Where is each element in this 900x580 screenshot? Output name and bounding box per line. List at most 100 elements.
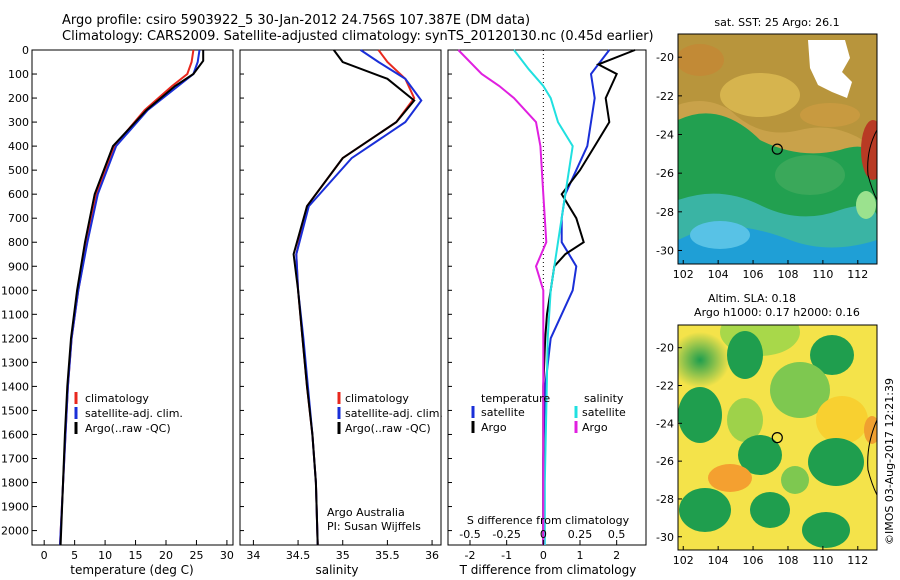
sla-map-title-line2: Argo h1000: 0.17 h2000: 0.16 bbox=[694, 306, 860, 319]
legend-label-climatology: climatology bbox=[345, 392, 409, 405]
legend-label-satellite: satellite-adj. clim. bbox=[85, 407, 183, 420]
legend-heading-salinity: salinity bbox=[584, 392, 624, 405]
series-line-argo-raw-qc- bbox=[292, 49, 416, 546]
x-tick-label: -1 bbox=[501, 549, 512, 562]
y-tick-label: 1100 bbox=[1, 308, 29, 321]
temperature-plot-frame bbox=[31, 49, 234, 546]
x-tick-label: 35 bbox=[336, 549, 350, 562]
sla-map-lat-ticks: -20 -22 -24 -26 -28 -30 bbox=[656, 342, 682, 544]
series-line-argo-raw-qc- bbox=[59, 50, 205, 546]
lon-tick-label: 106 bbox=[743, 268, 764, 281]
y-tick-label: 800 bbox=[8, 236, 29, 249]
y-tick-label: 200 bbox=[8, 92, 29, 105]
y-tick-label: 400 bbox=[8, 140, 29, 153]
x-tick-label: 20 bbox=[159, 549, 173, 562]
salinity-legend: climatology satellite-adj. clim. Argo(..… bbox=[337, 392, 443, 435]
legend-label-argo: Argo(..raw -QC) bbox=[345, 422, 431, 435]
x-tick-label: 10 bbox=[98, 549, 112, 562]
difference-panel: -2 -1 0 1 2 -0.5 -0.25 0 0.25 0.5 S difference f… bbox=[447, 49, 647, 577]
x-tick-label: 25 bbox=[189, 549, 203, 562]
y-tick-label: 100 bbox=[8, 68, 29, 81]
lat-tick-label: -26 bbox=[656, 167, 674, 180]
y-tick-label: 500 bbox=[8, 164, 29, 177]
s-difference-ticks: -0.5 -0.25 0 0.25 0.5 bbox=[459, 528, 625, 541]
x-tick-label: 0 bbox=[540, 549, 547, 562]
figure-title-line1: Argo profile: csiro 5903922_5 30-Jan-201… bbox=[62, 13, 531, 28]
x-tick-label: 34.5 bbox=[286, 549, 311, 562]
lon-tick-label: 104 bbox=[708, 554, 729, 567]
x-tick-label: 15 bbox=[129, 549, 143, 562]
salinity-x-axis-label: salinity bbox=[315, 563, 358, 577]
sla-argo-location-marker bbox=[771, 432, 783, 444]
imos-timestamp: ©IMOS 03-Aug-2017 12:21:39 bbox=[883, 378, 896, 545]
x-tick-label: 35.5 bbox=[375, 549, 400, 562]
lon-tick-label: 112 bbox=[847, 268, 868, 281]
t-difference-x-ticks: -2 -1 0 1 2 bbox=[448, 49, 620, 562]
lon-tick-label: 102 bbox=[673, 554, 694, 567]
y-tick-label: 2000 bbox=[1, 525, 29, 538]
legend-label-t-argo: Argo bbox=[481, 421, 507, 434]
sla-map: Altim. SLA: 0.18 Argo h1000: 0.17 h2000:… bbox=[656, 292, 878, 567]
s-tick-label: -0.25 bbox=[492, 528, 520, 541]
figure-title-line2: Climatology: CARS2009. Satellite-adjuste… bbox=[62, 29, 654, 44]
sst-field bbox=[678, 34, 877, 264]
lon-tick-label: 108 bbox=[777, 554, 798, 567]
sst-map-title: sat. SST: 25 Argo: 26.1 bbox=[714, 16, 839, 29]
sst-map: sat. SST: 25 Argo: 26.1 -20-22-24-26-28-… bbox=[656, 16, 878, 281]
sla-field bbox=[678, 325, 877, 550]
lon-tick-label: 106 bbox=[743, 554, 764, 567]
y-tick-label: 1300 bbox=[1, 356, 29, 369]
series-line-salinity-argo bbox=[457, 49, 548, 545]
sst-map-frame bbox=[677, 33, 878, 265]
y-tick-label: 700 bbox=[8, 212, 29, 225]
s-tick-label: 0.5 bbox=[608, 528, 626, 541]
y-tick-label: 1200 bbox=[1, 332, 29, 345]
lat-tick-label: -22 bbox=[656, 380, 674, 393]
x-tick-label: 36 bbox=[425, 549, 439, 562]
s-difference-label: S difference from climatology bbox=[467, 514, 630, 527]
salinity-panel: 34 34.5 35 35.5 36 salinity climatology sate… bbox=[239, 49, 443, 577]
temperature-panel: 0 5 10 15 20 25 30 0 100 200 300 400 500 600 700 800 90… bbox=[1, 44, 234, 577]
y-tick-label: 1700 bbox=[1, 452, 29, 465]
lat-tick-label: -20 bbox=[656, 51, 674, 64]
lat-tick-label: -22 bbox=[656, 90, 674, 103]
lat-tick-label: -20 bbox=[656, 342, 674, 355]
difference-series-lines bbox=[457, 49, 636, 545]
argo-location-circle bbox=[771, 143, 783, 155]
sla-map-title-line1: Altim. SLA: 0.18 bbox=[708, 292, 796, 305]
sla-map-lon-ticks: 102 104 106 108 110 112 bbox=[673, 546, 868, 567]
salinity-x-ticks: 34 34.5 35 35.5 36 bbox=[240, 49, 439, 562]
lat-tick-label: -26 bbox=[656, 455, 674, 468]
x-tick-label: 1 bbox=[577, 549, 584, 562]
lat-tick-label: -28 bbox=[656, 493, 674, 506]
temperature-legend: climatology satellite-adj. clim. Argo(..… bbox=[74, 392, 183, 435]
temperature-x-ticks: 0 5 10 15 20 25 30 bbox=[41, 540, 234, 562]
x-tick-label: 30 bbox=[220, 549, 234, 562]
depth-y-ticks: 0 100 200 300 400 500 600 700 800 900 1000 1100 1200… bbox=[1, 44, 37, 538]
y-tick-label: 300 bbox=[8, 116, 29, 129]
legend-label-argo: Argo(..raw -QC) bbox=[85, 422, 171, 435]
salinity-series-lines bbox=[292, 49, 423, 546]
pi-note: PI: Susan Wijffels bbox=[327, 520, 421, 533]
legend-label-climatology: climatology bbox=[85, 392, 149, 405]
sst-map-lon-ticks: 102 104 106 108 110 112 bbox=[673, 260, 868, 281]
lat-tick-label: -28 bbox=[656, 206, 674, 219]
lat-tick-label: -24 bbox=[656, 417, 674, 430]
y-tick-label: 0 bbox=[22, 44, 29, 57]
salinity-plot-frame bbox=[239, 49, 442, 546]
legend-label-s-argo: Argo bbox=[582, 421, 608, 434]
sst-argo-location-marker bbox=[771, 143, 783, 155]
t-difference-x-axis-label: T difference from climatology bbox=[459, 563, 637, 577]
argo-location-circle bbox=[771, 432, 783, 444]
s-tick-label: -0.5 bbox=[459, 528, 480, 541]
series-line-salinity-satellite bbox=[513, 49, 574, 545]
legend-label-t-satellite: satellite bbox=[481, 406, 525, 419]
y-tick-label: 1500 bbox=[1, 404, 29, 417]
difference-legend: temperature salinity satellite Argo sate… bbox=[471, 392, 626, 434]
lon-tick-label: 112 bbox=[847, 554, 868, 567]
lon-tick-label: 104 bbox=[708, 268, 729, 281]
legend-label-s-satellite: satellite bbox=[582, 406, 626, 419]
temperature-x-axis-label: temperature (deg C) bbox=[70, 563, 193, 577]
legend-heading-temperature: temperature bbox=[481, 392, 550, 405]
